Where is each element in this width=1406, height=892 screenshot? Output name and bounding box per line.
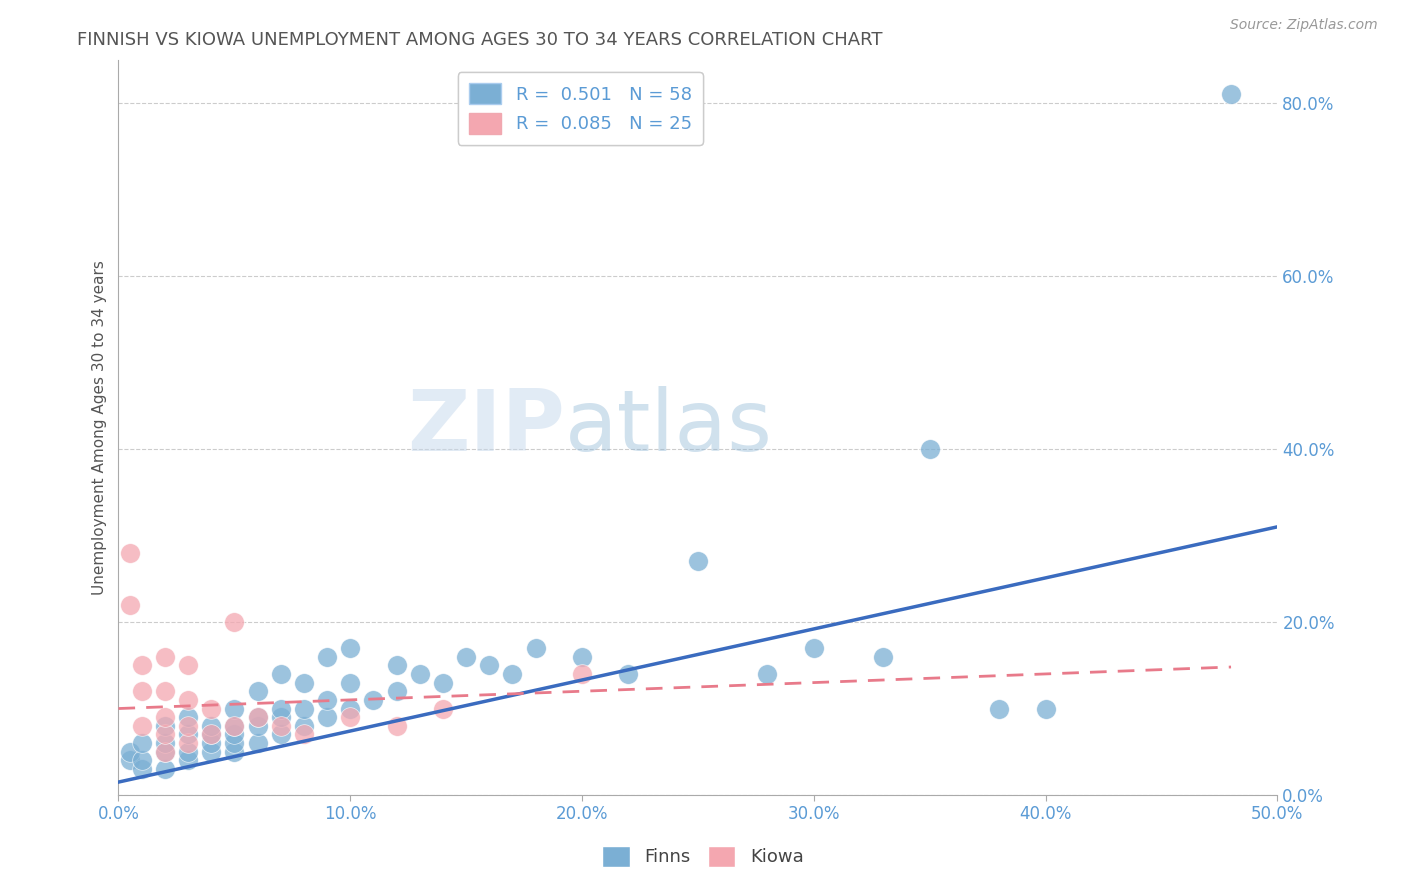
Point bbox=[131, 684, 153, 698]
Point bbox=[177, 736, 200, 750]
Point bbox=[131, 658, 153, 673]
Point bbox=[153, 649, 176, 664]
Point bbox=[686, 554, 709, 568]
Point bbox=[200, 727, 222, 741]
Point bbox=[224, 745, 246, 759]
Point bbox=[316, 649, 339, 664]
Point bbox=[153, 736, 176, 750]
Legend: R =  0.501   N = 58, R =  0.085   N = 25: R = 0.501 N = 58, R = 0.085 N = 25 bbox=[458, 72, 703, 145]
Point bbox=[246, 710, 269, 724]
Text: ZIP: ZIP bbox=[406, 386, 565, 469]
Point bbox=[153, 719, 176, 733]
Point bbox=[131, 719, 153, 733]
Point bbox=[617, 667, 640, 681]
Point bbox=[200, 745, 222, 759]
Point bbox=[270, 727, 292, 741]
Point bbox=[432, 701, 454, 715]
Point bbox=[409, 667, 432, 681]
Point bbox=[270, 719, 292, 733]
Point bbox=[292, 675, 315, 690]
Point bbox=[224, 615, 246, 629]
Point bbox=[131, 754, 153, 768]
Point bbox=[1035, 701, 1057, 715]
Point bbox=[118, 546, 141, 560]
Point bbox=[339, 701, 361, 715]
Point bbox=[292, 719, 315, 733]
Point bbox=[177, 754, 200, 768]
Point bbox=[872, 649, 894, 664]
Point bbox=[246, 719, 269, 733]
Point bbox=[292, 727, 315, 741]
Point bbox=[224, 727, 246, 741]
Point bbox=[363, 693, 385, 707]
Point bbox=[177, 693, 200, 707]
Point bbox=[270, 701, 292, 715]
Point bbox=[153, 710, 176, 724]
Point bbox=[118, 754, 141, 768]
Point bbox=[385, 719, 408, 733]
Point bbox=[756, 667, 779, 681]
Point bbox=[292, 701, 315, 715]
Point bbox=[200, 736, 222, 750]
Point bbox=[803, 640, 825, 655]
Point bbox=[177, 727, 200, 741]
Point bbox=[456, 649, 478, 664]
Text: Source: ZipAtlas.com: Source: ZipAtlas.com bbox=[1230, 18, 1378, 32]
Point bbox=[177, 719, 200, 733]
Point bbox=[270, 667, 292, 681]
Point bbox=[224, 701, 246, 715]
Point bbox=[224, 719, 246, 733]
Point bbox=[224, 736, 246, 750]
Point bbox=[246, 736, 269, 750]
Point bbox=[339, 710, 361, 724]
Point bbox=[1220, 87, 1243, 102]
Text: atlas: atlas bbox=[565, 386, 773, 469]
Point bbox=[501, 667, 523, 681]
Point bbox=[153, 727, 176, 741]
Point bbox=[316, 710, 339, 724]
Point bbox=[177, 658, 200, 673]
Point bbox=[524, 640, 547, 655]
Point bbox=[432, 675, 454, 690]
Point bbox=[478, 658, 501, 673]
Point bbox=[988, 701, 1011, 715]
Point bbox=[571, 649, 593, 664]
Text: FINNISH VS KIOWA UNEMPLOYMENT AMONG AGES 30 TO 34 YEARS CORRELATION CHART: FINNISH VS KIOWA UNEMPLOYMENT AMONG AGES… bbox=[77, 31, 883, 49]
Point bbox=[224, 719, 246, 733]
Point bbox=[131, 736, 153, 750]
Legend: Finns, Kiowa: Finns, Kiowa bbox=[595, 838, 811, 874]
Point bbox=[339, 675, 361, 690]
Y-axis label: Unemployment Among Ages 30 to 34 years: Unemployment Among Ages 30 to 34 years bbox=[93, 260, 107, 595]
Point bbox=[246, 684, 269, 698]
Point bbox=[918, 442, 941, 456]
Point bbox=[316, 693, 339, 707]
Point bbox=[339, 640, 361, 655]
Point bbox=[153, 745, 176, 759]
Point bbox=[385, 684, 408, 698]
Point bbox=[153, 745, 176, 759]
Point bbox=[571, 667, 593, 681]
Point bbox=[200, 727, 222, 741]
Point bbox=[153, 684, 176, 698]
Point bbox=[153, 762, 176, 776]
Point bbox=[385, 658, 408, 673]
Point bbox=[131, 762, 153, 776]
Point bbox=[177, 710, 200, 724]
Point bbox=[177, 745, 200, 759]
Point bbox=[246, 710, 269, 724]
Point bbox=[270, 710, 292, 724]
Point bbox=[200, 719, 222, 733]
Point bbox=[118, 598, 141, 612]
Point bbox=[200, 701, 222, 715]
Point bbox=[118, 745, 141, 759]
